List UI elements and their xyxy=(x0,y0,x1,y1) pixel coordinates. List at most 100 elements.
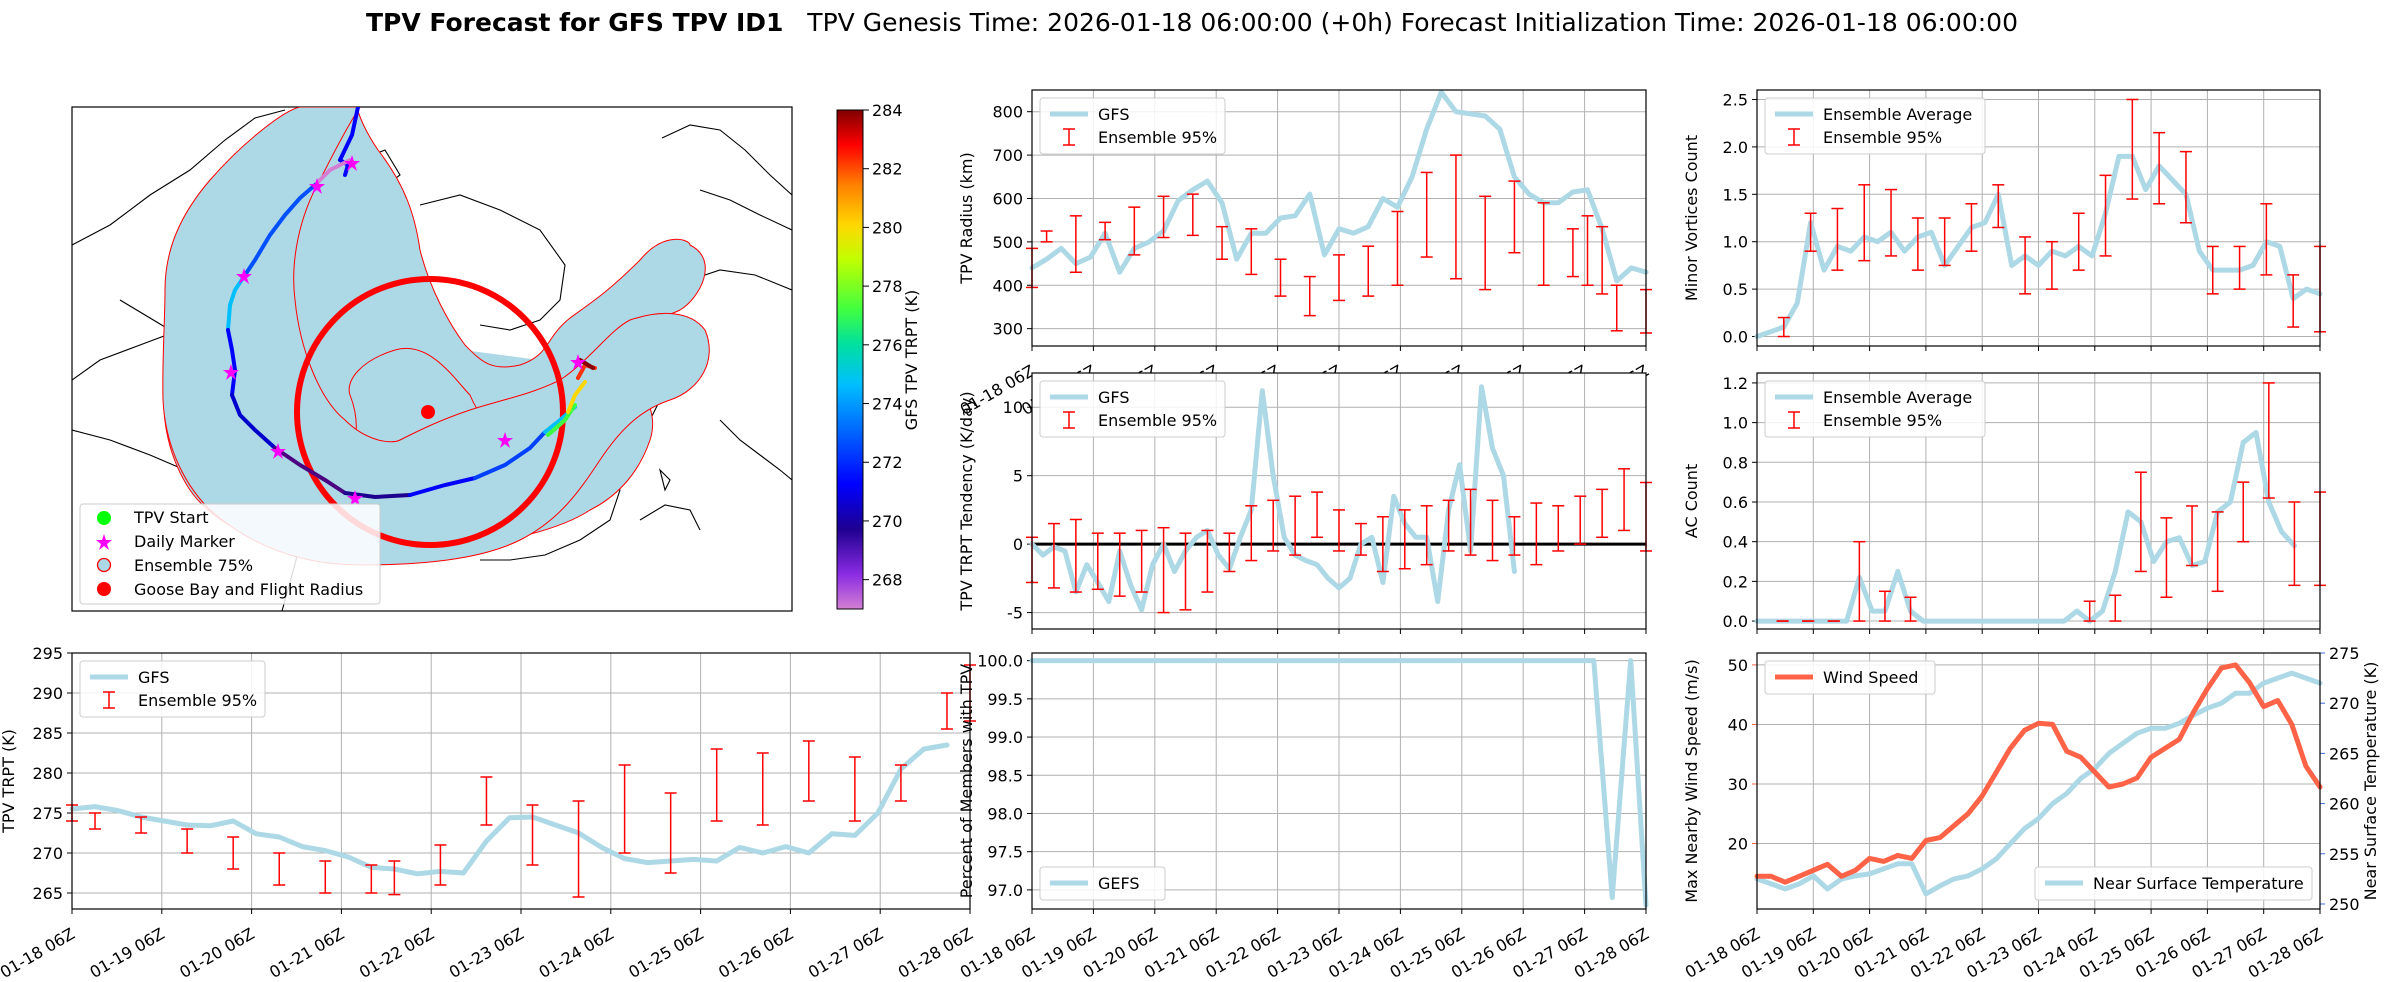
colorbar-tick-label-7: 270 xyxy=(872,512,903,531)
radius-ytick-label-1: 400 xyxy=(992,276,1023,295)
minor-errorbar-0 xyxy=(1777,316,1790,338)
ac-errorbar-11 xyxy=(2211,511,2224,593)
minor-errorbar-13 xyxy=(2126,98,2139,200)
minor-errorbar-17 xyxy=(2233,245,2246,290)
tendency-errorbar-21 xyxy=(1486,499,1499,562)
minor-ytick-label-4: 2.0 xyxy=(1723,138,1748,157)
percent-ytick-label-2: 98.0 xyxy=(987,804,1023,823)
trpt-xtick-label-7: 01-25 06Z xyxy=(625,924,706,982)
trpt-errorbar-7 xyxy=(365,864,378,894)
minor-errorbar-4 xyxy=(1885,188,1898,257)
tendency-errorbar-3 xyxy=(1091,532,1104,591)
tendency-errorbar-27 xyxy=(1618,468,1631,532)
tpv-start-icon xyxy=(97,511,111,525)
ensemble-75-icon xyxy=(96,557,112,573)
radius-errorbar-2 xyxy=(1069,215,1082,273)
radius-ytick-label-4: 700 xyxy=(992,146,1023,165)
minor-errorbar-12 xyxy=(2099,174,2112,257)
ac-ylabel: AC Count xyxy=(1682,464,1701,538)
radius-errorbar-9 xyxy=(1274,258,1287,297)
tendency-errorbar-19 xyxy=(1442,499,1455,552)
colorbar-tick-label-5: 274 xyxy=(872,395,903,414)
colorbar-tick-label-0: 284 xyxy=(872,101,903,120)
trpt-ytick-label-4: 285 xyxy=(32,724,63,743)
tendency-errorbar-14 xyxy=(1333,509,1345,552)
minor-errorbar-3 xyxy=(1858,184,1871,262)
percent-ytick-label-4: 99.0 xyxy=(987,728,1023,747)
wind-temp-wind-legend-box xyxy=(1764,660,1936,695)
wind-temp-ytick-right-label-3: 265 xyxy=(2329,744,2360,763)
tendency-errorbar-1 xyxy=(1047,522,1060,589)
tendency-ytick-label-1: 0 xyxy=(1013,535,1023,554)
tendency-legend-label-1: Ensemble 95% xyxy=(1098,411,1217,430)
ac-ytick-label-6: 1.2 xyxy=(1723,374,1748,393)
tendency-legend-errorbar-1 xyxy=(1063,411,1075,429)
ac-errorbar-8 xyxy=(2134,471,2147,573)
trpt-xtick-label-9: 01-27 06Z xyxy=(805,924,886,982)
wind-temp-ytick-right-label-0: 250 xyxy=(2329,895,2360,914)
ac-errorbar-6 xyxy=(2083,600,2096,622)
tendency-errorbar-8 xyxy=(1201,529,1214,593)
minor-vortices-panel: 0.0 0.5 1.0 1.5 2.0 2.5 Minor Vortices Count En… xyxy=(1682,89,2326,351)
minor-errorbar-1 xyxy=(1804,212,1817,252)
wind-temp-temperature-line xyxy=(1754,670,2323,897)
percent-ylabel: Percent of Members with TPV xyxy=(957,664,976,898)
radius-errorbar-17 xyxy=(1508,180,1521,254)
wind-temp-ylabel-right: Near Surface Temperature (K) xyxy=(2361,662,2380,901)
map-panel: TPV Start Daily Marker Ensemble 75% Goos… xyxy=(71,101,921,612)
radius-errorbar-7 xyxy=(1216,225,1229,260)
ac-ytick-label-5: 1.0 xyxy=(1723,414,1748,433)
trpt-errorbar-9 xyxy=(434,844,447,886)
trpt-xtick-label-1: 01-19 06Z xyxy=(87,924,168,982)
trpt-errorbar-17 xyxy=(802,740,815,802)
radius-errorbar-14 xyxy=(1420,171,1433,258)
wind-temp-ytick-right-label-5: 275 xyxy=(2329,644,2360,663)
minor-legend-box xyxy=(1764,97,1986,155)
tendency-errorbar-5 xyxy=(1135,529,1148,593)
radius-errorbar-21 xyxy=(1596,225,1609,295)
trpt-legend-label-0: GFS xyxy=(138,668,169,687)
tendency-errorbar-15 xyxy=(1354,522,1367,556)
colorbar-ticks: 284 282 280 278 276 274 272 270 268 xyxy=(863,101,903,590)
map-legend-box xyxy=(79,503,381,605)
tendency-errorbar-17 xyxy=(1398,509,1411,570)
minor-ytick-label-1: 0.5 xyxy=(1723,280,1748,299)
radius-ytick-label-3: 600 xyxy=(992,189,1023,208)
trpt-errorbar-16 xyxy=(756,752,769,826)
tendency-errorbar-23 xyxy=(1530,502,1543,566)
tendency-panel: -5 0 5 10 TPV TRPT Tendency (K/day) GFS Ensemb… xyxy=(957,372,1652,634)
trpt-errorbar-11 xyxy=(526,804,539,866)
tendency-errorbar-9 xyxy=(1223,532,1236,573)
percent-legend-label-0: GEFS xyxy=(1098,874,1140,893)
trpt-legend-label-1: Ensemble 95% xyxy=(138,691,257,710)
radius-errorbar-13 xyxy=(1391,210,1404,287)
radius-errorbar-16 xyxy=(1479,195,1492,291)
map-legend-label-3: Goose Bay and Flight Radius xyxy=(134,580,363,599)
radius-errorbar-10 xyxy=(1303,275,1316,317)
radius-errorbar-15 xyxy=(1449,154,1462,280)
percent-ytick-label-3: 98.5 xyxy=(987,766,1023,785)
ac-count-panel: 0.0 0.2 0.4 0.6 0.8 1.0 1.2 AC Count Ensemble Av… xyxy=(1682,372,2326,634)
minor-legend-label-1: Ensemble 95% xyxy=(1823,128,1942,147)
radius-errorbar-4 xyxy=(1128,206,1141,256)
ac-errorbar-13 xyxy=(2262,382,2275,499)
trpt-errorbar-18 xyxy=(848,756,861,822)
wind-temp-ylabel: Max Nearby Wind Speed (m/s) xyxy=(1682,659,1701,902)
trpt-xtick-label-4: 01-22 06Z xyxy=(356,924,437,982)
tendency-errorbar-26 xyxy=(1596,488,1609,539)
tendency-ytick-label-3: 10 xyxy=(1003,398,1023,417)
radius-errorbar-19 xyxy=(1566,228,1579,278)
wind-temp-ytick-label-2: 40 xyxy=(1728,715,1748,734)
trpt-series-line xyxy=(69,742,950,877)
ac-legend-errorbar-1 xyxy=(1788,411,1800,429)
ac-ytick-label-3: 0.6 xyxy=(1723,493,1748,512)
trpt-errorbar-1 xyxy=(89,812,102,830)
minor-series-line xyxy=(1754,153,2323,339)
tendency-legend-label-0: GFS xyxy=(1098,388,1129,407)
trpt-ytick-label-0: 265 xyxy=(32,884,63,903)
trpt-errorbar-19 xyxy=(894,764,907,802)
radius-legend-errorbar-1 xyxy=(1063,128,1075,146)
ac-series-line xyxy=(1754,430,2297,624)
map-content: TPV Start Daily Marker Ensemble 75% Goos… xyxy=(72,107,792,611)
minor-errorbar-14 xyxy=(2153,131,2166,205)
